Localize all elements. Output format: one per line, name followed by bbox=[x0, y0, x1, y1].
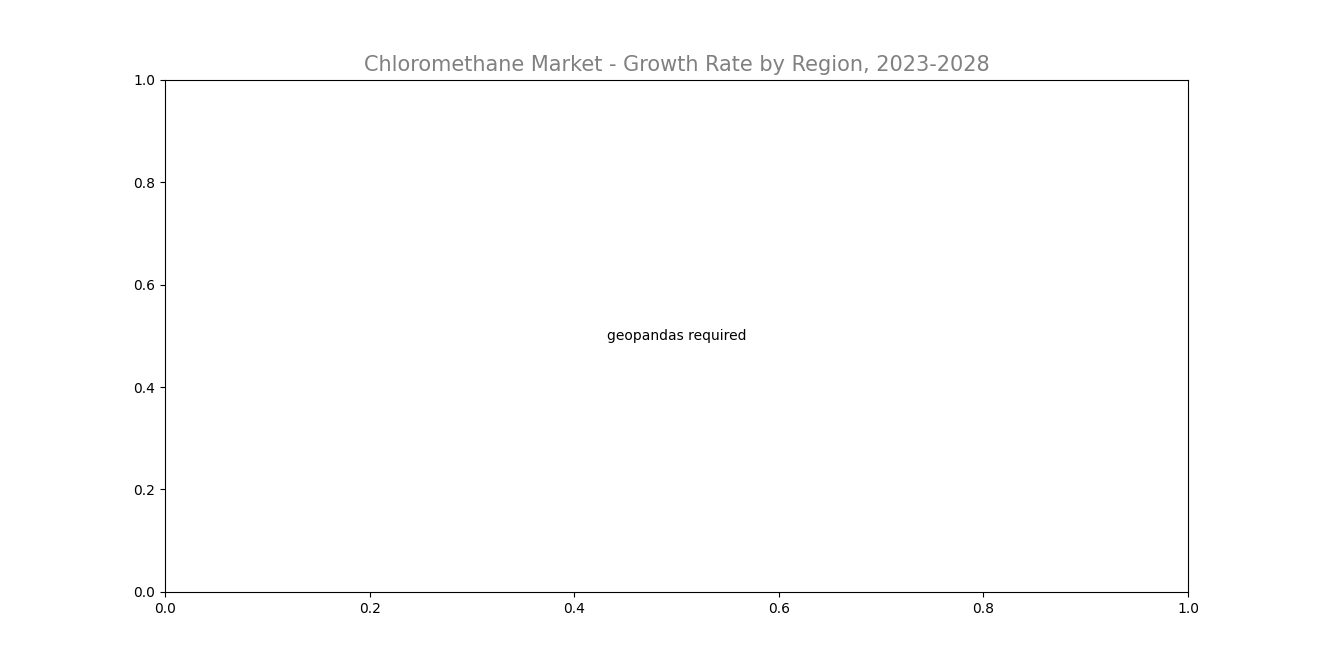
Text: geopandas required: geopandas required bbox=[607, 329, 746, 343]
Title: Chloromethane Market - Growth Rate by Region, 2023-2028: Chloromethane Market - Growth Rate by Re… bbox=[364, 55, 989, 75]
